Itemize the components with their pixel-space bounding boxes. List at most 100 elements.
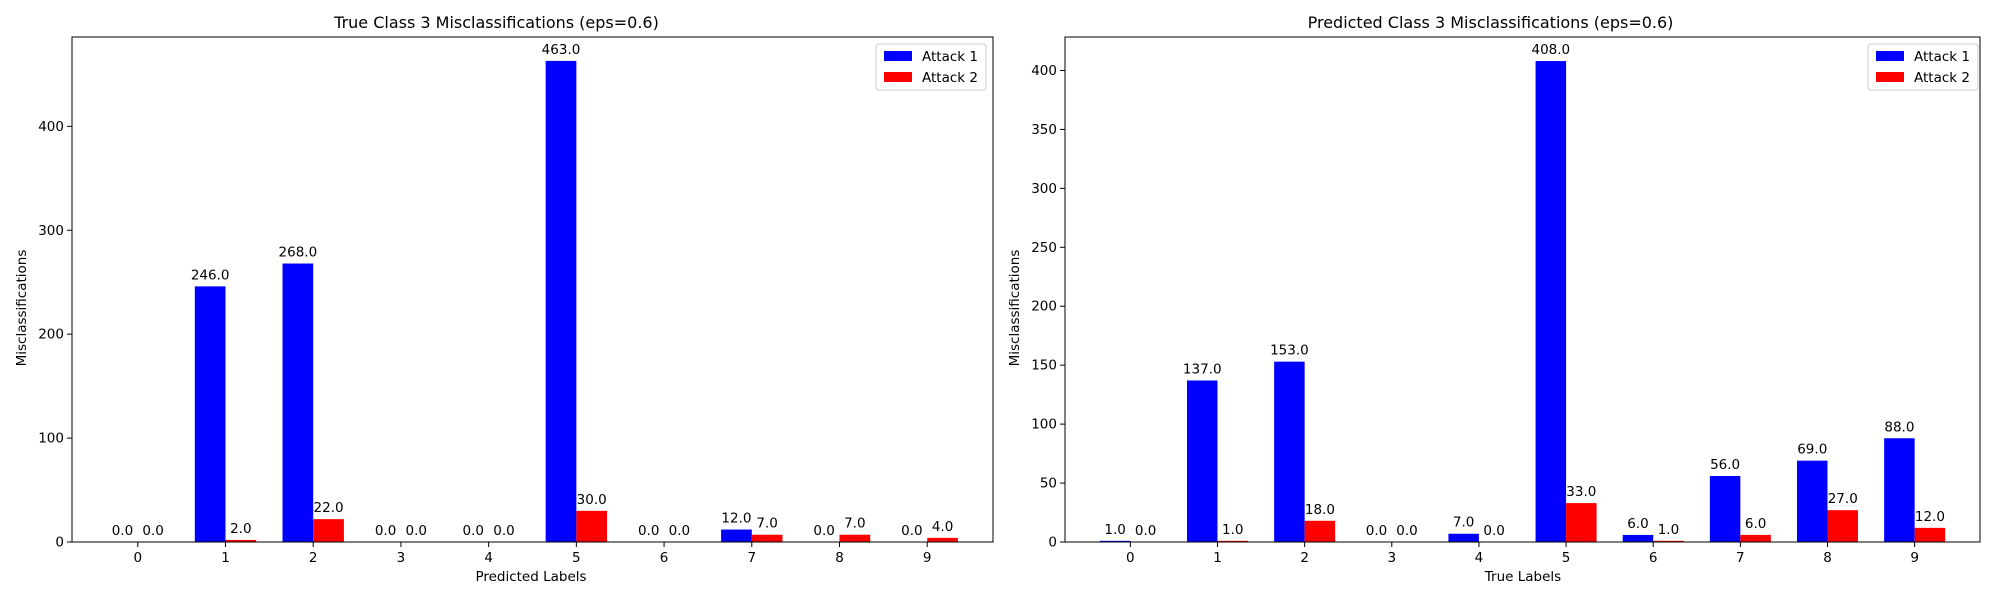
bar-value-label: 0.0	[142, 523, 163, 539]
chart-right-title: Predicted Class 3 Misclassifications (ep…	[1308, 13, 1674, 32]
bar-value-label: 0.0	[813, 523, 834, 539]
y-tick-label: 200	[1031, 299, 1057, 315]
bar-value-label: 69.0	[1797, 442, 1827, 458]
bar-attack-1	[1448, 533, 1479, 542]
x-tick-label: 2	[309, 550, 318, 566]
chart-right-frame	[1064, 36, 1981, 543]
chart-right-x-axis: 0 1 2 3 4 5 6 7 8 9	[1126, 542, 1919, 566]
bar-value-label: 0.0	[463, 523, 484, 539]
bar-value-label: 33.0	[1566, 484, 1596, 500]
bar-value-label: 4.0	[932, 519, 953, 535]
bar-value-label: 1.0	[1104, 522, 1125, 538]
chart-left: True Class 3 Misclassifications (eps=0.6…	[14, 13, 994, 585]
chart-right-y-axis: 0 50 100 150 200 250 300 350 400	[1031, 63, 1065, 551]
x-tick-label: 7	[1736, 550, 1745, 566]
bar-value-label: 7.0	[756, 516, 777, 532]
chart-left-bars	[194, 60, 958, 543]
x-tick-label: 0	[133, 550, 142, 566]
bar-attack-2	[1653, 540, 1684, 542]
chart-left-title: True Class 3 Misclassifications (eps=0.6…	[333, 13, 659, 32]
chart-right-ylabel: Misclassifications	[1007, 250, 1023, 367]
chart-left-legend: Attack 1 Attack 2	[875, 43, 987, 91]
bar-value-label: 0.0	[1396, 523, 1417, 539]
bar-attack-2	[225, 539, 257, 542]
chart-left-x-axis: 0 1 2 3 4 5 6 7 8 9	[133, 542, 932, 566]
x-tick-label: 6	[1649, 550, 1658, 566]
bar-value-label: 137.0	[1183, 362, 1222, 378]
y-tick-label: 400	[1031, 63, 1057, 79]
y-tick-label: 0	[1048, 535, 1057, 551]
bar-value-label: 27.0	[1828, 491, 1858, 507]
bar-value-label: 6.0	[1745, 516, 1766, 532]
bar-value-label: 12.0	[721, 511, 751, 527]
bar-value-label: 0.0	[406, 523, 427, 539]
chart-right-bar-labels: 1.0 137.0 153.0 0.0 7.0 408.0 6.0 56.0 69.0 88.0 0…	[1104, 42, 1945, 539]
y-tick-label: 300	[1031, 181, 1057, 197]
bar-attack-2	[839, 534, 871, 542]
bar-attack-1	[1622, 534, 1654, 542]
bar-attack-1	[1187, 380, 1218, 542]
x-tick-label: 4	[1475, 550, 1484, 566]
bar-attack-1	[1884, 438, 1915, 542]
bar-attack-2	[1566, 503, 1597, 542]
bar-attack-2	[1914, 527, 1946, 542]
x-tick-label: 8	[835, 550, 844, 566]
bar-value-label: 0.0	[1366, 523, 1387, 539]
bar-value-label: 0.0	[669, 523, 690, 539]
bar-value-label: 56.0	[1710, 457, 1740, 473]
bar-value-label: 0.0	[638, 523, 659, 539]
bar-attack-2	[927, 537, 958, 542]
bar-attack-2	[576, 510, 608, 542]
x-tick-label: 1	[221, 550, 230, 566]
bar-value-label: 0.0	[112, 523, 133, 539]
bar-value-label: 0.0	[375, 523, 396, 539]
x-tick-label: 1	[1213, 550, 1222, 566]
x-tick-label: 4	[484, 550, 493, 566]
bar-attack-1	[545, 60, 577, 543]
x-tick-label: 6	[660, 550, 669, 566]
legend-label-attack-2: Attack 2	[1914, 70, 1970, 86]
bar-attack-1	[1709, 475, 1741, 542]
legend-swatch-attack-1	[1876, 51, 1904, 61]
x-tick-label: 3	[397, 550, 406, 566]
x-tick-label: 5	[572, 550, 581, 566]
bar-value-label: 22.0	[314, 500, 344, 516]
bar-attack-2	[313, 519, 344, 542]
x-tick-label: 5	[1562, 550, 1571, 566]
legend-swatch-attack-1	[884, 51, 912, 61]
chart-right-xlabel: True Labels	[1484, 569, 1561, 585]
x-tick-label: 8	[1823, 550, 1832, 566]
bar-value-label: 12.0	[1915, 509, 1945, 525]
bar-value-label: 153.0	[1270, 343, 1309, 359]
chart-left-xlabel: Predicted Labels	[475, 569, 586, 585]
bar-value-label: 0.0	[901, 523, 922, 539]
y-tick-label: 100	[1031, 417, 1057, 433]
x-tick-label: 9	[1910, 550, 1919, 566]
bar-attack-1	[1274, 361, 1305, 542]
chart-left-bar-labels: 0.0 246.0 268.0 0.0 0.0 463.0 0.0 12.0 0.0 0.0 0.0…	[112, 42, 954, 539]
y-tick-label: 250	[1031, 240, 1057, 256]
bar-attack-2	[1304, 520, 1336, 542]
bar-attack-1	[1099, 540, 1131, 542]
bar-attack-1	[721, 529, 752, 542]
bar-value-label: 6.0	[1627, 516, 1648, 532]
chart-right-bars	[1099, 61, 1946, 543]
chart-right-legend: Attack 1 Attack 2	[1867, 43, 1979, 91]
legend-swatch-attack-2	[1876, 72, 1904, 82]
y-tick-label: 0	[55, 535, 64, 551]
bar-value-label: 463.0	[542, 42, 581, 58]
bar-value-label: 30.0	[577, 492, 607, 508]
legend-label-attack-1: Attack 1	[1914, 49, 1970, 65]
legend-label-attack-1: Attack 1	[922, 49, 978, 65]
bar-attack-2	[1827, 510, 1858, 542]
chart-right: Predicted Class 3 Misclassifications (ep…	[1007, 13, 1981, 585]
bar-value-label: 0.0	[1135, 523, 1156, 539]
bar-value-label: 1.0	[1658, 522, 1679, 538]
chart-left-frame	[71, 36, 994, 543]
bar-value-label: 0.0	[493, 523, 514, 539]
chart-left-y-axis: 0 100 200 300 400	[38, 119, 72, 551]
bar-attack-2	[1217, 540, 1248, 542]
bar-value-label: 268.0	[279, 245, 318, 261]
